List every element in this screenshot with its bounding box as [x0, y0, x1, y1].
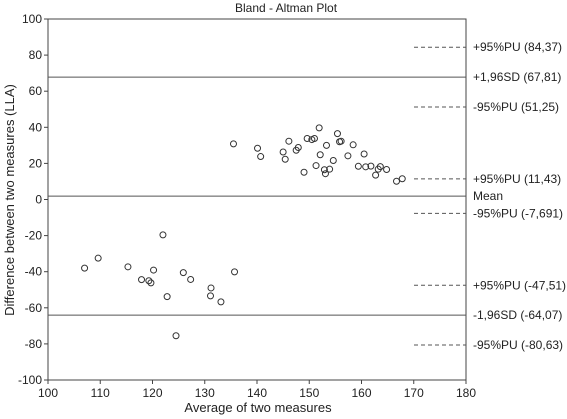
data-point	[94, 254, 102, 262]
reference-line-labels: +95%PU (84,37) +1,96SD (67,81) -95%PU (51,…	[473, 40, 566, 352]
data-point	[150, 266, 158, 274]
y-tick-label: -80	[25, 337, 43, 351]
x-tick-label: 170	[404, 386, 424, 400]
chart-title: Bland - Altman Plot	[235, 1, 338, 15]
data-point	[320, 166, 328, 174]
data-point	[300, 168, 308, 176]
data-point	[393, 177, 401, 185]
y-tick-label: -60	[25, 301, 43, 315]
y-tick-label: 0	[35, 193, 42, 207]
reference-lines	[48, 46, 466, 346]
data-point	[372, 171, 380, 179]
data-point	[138, 276, 146, 284]
y-tick-label: 60	[29, 84, 43, 98]
x-tick-label: 150	[299, 386, 319, 400]
y-tick-label: 40	[29, 120, 43, 134]
data-point	[321, 170, 329, 178]
data-point	[285, 137, 293, 145]
data-point	[217, 298, 225, 306]
reference-line-label: -95%PU (-80,63)	[473, 338, 563, 352]
data-point	[367, 162, 375, 170]
reference-line-label: +1,96SD (67,81)	[473, 70, 561, 84]
reference-line-label: +95%PU (-47,51)	[473, 278, 566, 292]
y-axis-ticks: -100 -80 -60 -40 -20 0 20 40 60 80 100	[18, 12, 48, 387]
data-point	[179, 269, 187, 277]
x-axis-label: Average of two measures	[184, 400, 332, 415]
data-point	[315, 124, 323, 132]
reference-line-label: +95%PU (11,43)	[473, 172, 561, 186]
data-point	[349, 141, 357, 149]
data-point	[207, 284, 215, 292]
data-point	[281, 155, 289, 163]
data-point	[303, 134, 311, 142]
y-tick-label: -100	[18, 373, 42, 387]
data-point	[172, 332, 180, 340]
y-tick-label: 20	[29, 156, 43, 170]
reference-line-label: Mean	[473, 189, 503, 203]
plot-frame	[47, 18, 467, 381]
data-points	[81, 124, 406, 340]
x-axis-ticks: 100 110 120 130 140 150 160 170 180	[38, 380, 476, 400]
y-tick-label: -40	[25, 265, 43, 279]
data-point	[333, 130, 341, 138]
data-point	[187, 275, 195, 283]
data-point	[279, 148, 287, 156]
data-point	[254, 144, 262, 152]
data-point	[322, 141, 330, 149]
y-tick-label: 100	[22, 12, 42, 26]
y-axis-label: Difference between two measures (LLA)	[2, 84, 17, 316]
data-point	[124, 263, 132, 271]
data-point	[206, 292, 214, 300]
y-tick-label: 80	[29, 48, 43, 62]
data-point	[360, 150, 368, 158]
x-tick-label: 130	[195, 386, 215, 400]
x-tick-label: 140	[247, 386, 267, 400]
y-tick-label: -20	[25, 229, 43, 243]
data-point	[316, 151, 324, 159]
reference-line-label: -1,96SD (-64,07)	[473, 308, 562, 322]
reference-line-label: -95%PU (-7,691)	[473, 206, 563, 220]
data-point	[383, 166, 391, 174]
x-tick-label: 180	[456, 386, 476, 400]
data-point	[312, 162, 320, 170]
x-tick-label: 160	[351, 386, 371, 400]
data-point	[362, 163, 370, 171]
data-point	[159, 231, 167, 239]
x-tick-label: 100	[38, 386, 58, 400]
data-point	[398, 175, 406, 183]
plot-area	[47, 18, 467, 381]
data-point	[231, 268, 239, 276]
data-point	[329, 157, 337, 165]
reference-line-label: -95%PU (51,25)	[473, 100, 559, 114]
data-point	[163, 293, 171, 301]
data-point	[326, 165, 334, 173]
data-point	[147, 279, 155, 287]
data-point	[294, 144, 302, 152]
data-point	[376, 163, 384, 171]
data-point	[337, 137, 345, 145]
data-point	[229, 140, 237, 148]
data-point	[145, 277, 153, 285]
reference-line-label: +95%PU (84,37)	[473, 40, 562, 54]
x-tick-label: 110	[91, 386, 110, 400]
data-point	[257, 153, 265, 161]
data-point	[310, 134, 318, 142]
x-tick-label: 120	[142, 386, 162, 400]
data-point	[81, 264, 89, 272]
data-point	[344, 152, 352, 160]
data-point	[354, 162, 362, 170]
